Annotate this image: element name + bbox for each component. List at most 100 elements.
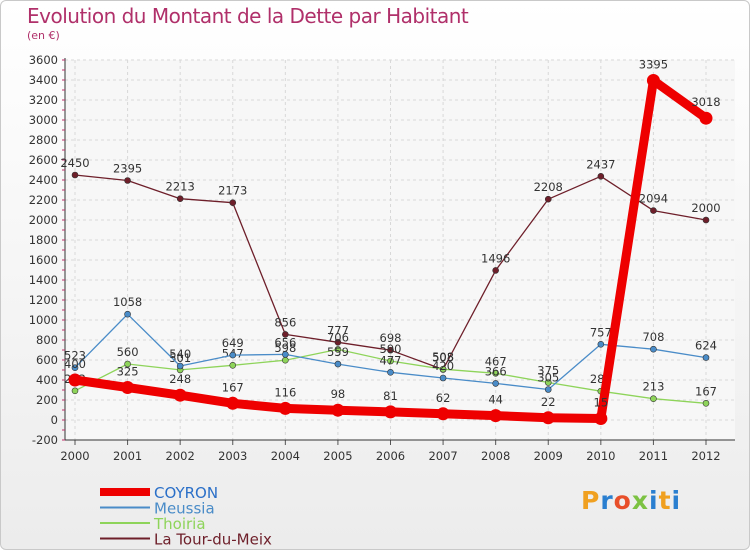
logo-letter: o [613,486,632,515]
data-point-thoiria [124,360,131,368]
data-label-coyron: 3018 [691,95,720,109]
logo-letter: i [671,486,682,515]
y-tick-label: 1800 [29,233,58,247]
data-point-thoiria [71,387,79,395]
data-label-la-tour-du-meix: 2213 [166,180,195,194]
data-point-thoiria [387,357,394,365]
data-label-coyron: 81 [383,389,398,403]
data-label-meussia: 477 [380,353,402,367]
data-point-meussia [387,368,394,376]
y-tick-label: 2000 [29,213,58,227]
data-label-coyron: 62 [436,391,451,405]
y-tick-label: 600 [36,353,58,367]
data-point-la-tour-du-meix [176,195,184,202]
data-label-thoiria: 706 [327,330,349,344]
data-label-meussia: 305 [537,371,559,385]
data-label-meussia: 420 [432,359,454,373]
data-point-coyron [68,373,82,387]
data-label-meussia: 540 [169,347,191,361]
data-label-la-tour-du-meix: 856 [274,315,296,329]
y-tick-label: 1000 [29,313,58,327]
plot-area [65,60,735,440]
x-tick-label: 2008 [481,449,510,463]
data-label-thoiria: 213 [642,380,664,394]
x-tick-label: 2006 [376,449,405,463]
data-label-coyron: 400 [64,357,86,371]
data-point-coyron [121,381,135,394]
x-tick-label: 2004 [271,449,300,463]
data-point-thoiria [282,356,289,364]
data-point-thoiria [702,399,710,407]
legend-label-la-tour-du-meix: La Tour-du-Meix [154,531,272,549]
y-tick-label: 1600 [29,253,58,267]
data-point-thoiria [229,361,237,369]
data-label-thoiria: 167 [695,384,717,398]
y-tick-label: 2200 [29,193,58,207]
data-label-coyron: 248 [169,372,191,386]
data-label-la-tour-du-meix: 698 [380,331,402,345]
chart-title: Evolution du Montant de la Dette par Hab… [27,4,469,28]
legend-label-meussia: Meussia [154,500,215,518]
data-label-coyron: 325 [117,365,139,379]
y-tick-label: 800 [36,333,58,347]
data-label-meussia: 366 [485,364,507,378]
data-point-thoiria [544,379,552,386]
y-tick-label: 2400 [29,173,58,187]
data-point-meussia [650,345,657,353]
data-point-meussia [124,310,131,318]
data-label-coyron: 167 [222,380,244,394]
data-label-thoiria: 590 [380,342,402,356]
data-point-thoiria [650,395,657,403]
y-tick-label: 200 [36,393,58,407]
data-point-la-tour-du-meix [702,216,710,224]
data-point-coyron [173,388,187,402]
chart-unit: (en €) [27,29,60,42]
data-label-meussia: 1058 [113,295,142,309]
data-point-la-tour-du-meix [229,199,237,206]
x-tick-label: 2011 [639,449,668,463]
legend-label-coyron: COYRON [154,484,218,502]
y-tick-label: 400 [36,373,58,387]
data-point-coyron [594,412,608,425]
data-label-la-tour-du-meix: 2437 [586,157,615,171]
data-point-coyron [541,411,555,425]
data-point-coyron [384,405,397,419]
data-label-meussia: 708 [642,330,664,344]
x-tick-label: 2007 [428,449,457,463]
data-point-la-tour-du-meix [334,338,342,346]
y-tick-label: 3600 [29,53,58,67]
data-point-meussia [282,351,289,358]
data-label-thoiria: 598 [274,341,296,355]
y-tick-label: 3200 [29,93,58,107]
x-tick-label: 2009 [534,449,563,463]
logo-letter: t [658,486,672,515]
y-tick-label: 1400 [29,273,58,287]
data-label-thoiria: 508 [432,350,454,364]
data-label-coyron: 3395 [639,58,668,72]
data-label-la-tour-du-meix: 2450 [60,156,89,170]
data-label-coyron: 44 [488,393,503,407]
data-label-la-tour-du-meix: 2395 [113,162,142,176]
data-label-thoiria: 467 [485,354,507,368]
data-point-meussia [334,360,342,368]
data-label-meussia: 523 [64,349,86,363]
data-label-thoiria: 560 [117,345,139,359]
x-tick-label: 2002 [166,449,195,463]
data-label-meussia: 656 [274,335,296,349]
data-label-thoiria: 375 [537,364,559,378]
data-label-la-tour-du-meix: 1496 [481,251,510,265]
data-point-la-tour-du-meix [597,173,605,180]
data-point-coyron [278,401,292,415]
data-label-meussia: 757 [590,325,612,339]
data-label-coyron: 22 [541,395,556,409]
data-point-la-tour-du-meix [650,207,657,214]
logo-letter: P [581,486,601,515]
data-label-meussia: 559 [327,345,349,359]
data-point-coyron [489,409,503,423]
data-label-coyron: 15 [594,396,609,410]
data-label-la-tour-du-meix: 505 [432,351,454,365]
data-point-coyron [699,111,713,125]
y-tick-label: 3000 [29,113,58,127]
data-point-coyron [646,74,660,87]
